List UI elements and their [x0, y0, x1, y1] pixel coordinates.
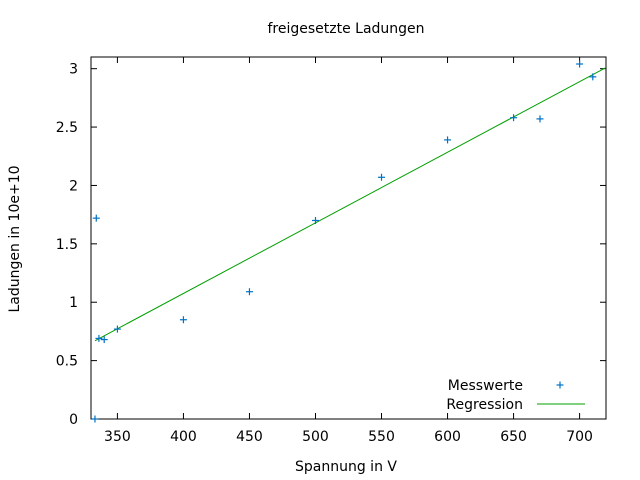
data-point	[179, 316, 187, 324]
y-tick-label: 1.5	[56, 237, 78, 253]
x-tick-label: 450	[236, 429, 263, 445]
data-point	[91, 415, 99, 423]
x-tick-label: 350	[104, 429, 131, 445]
axis-ticks: 350 400 450 500 550 600 650 700 0 0.5 1 1.5 2 2.5 3	[56, 57, 606, 445]
data-point	[311, 216, 319, 224]
y-tick-label: 2.5	[56, 120, 78, 136]
data-point	[100, 336, 108, 344]
x-tick-label: 650	[500, 429, 527, 445]
y-axis-label: Ladungen in 10e+10	[7, 165, 23, 312]
x-tick-label: 600	[434, 429, 461, 445]
y-tick-label: 3	[69, 62, 78, 78]
messwerte-series	[91, 60, 597, 423]
data-point	[510, 114, 518, 122]
data-point	[95, 334, 103, 342]
data-point	[589, 73, 597, 81]
legend: Messwerte Regression	[446, 378, 585, 413]
x-tick-label: 700	[566, 429, 593, 445]
x-axis-label: Spannung in V	[295, 459, 397, 475]
x-tick-label: 550	[368, 429, 395, 445]
regression-line	[94, 67, 607, 342]
y-tick-label: 0.5	[56, 354, 78, 370]
legend-label: Regression	[446, 397, 523, 413]
legend-swatch-marker	[556, 381, 564, 389]
regression-series	[94, 67, 607, 342]
data-point	[576, 60, 584, 68]
chart-title: freigesetzte Ladungen	[267, 21, 424, 37]
y-tick-label: 2	[69, 178, 78, 194]
data-point	[378, 173, 386, 181]
data-point	[536, 115, 544, 123]
x-tick-label: 400	[170, 429, 197, 445]
y-tick-label: 0	[69, 412, 78, 428]
plot-frame	[90, 56, 607, 420]
y-tick-label: 1	[69, 295, 78, 311]
data-point	[92, 214, 100, 222]
legend-label: Messwerte	[448, 378, 523, 394]
data-point	[444, 136, 452, 144]
x-tick-label: 500	[302, 429, 329, 445]
data-point	[245, 288, 253, 296]
data-point	[113, 325, 121, 333]
